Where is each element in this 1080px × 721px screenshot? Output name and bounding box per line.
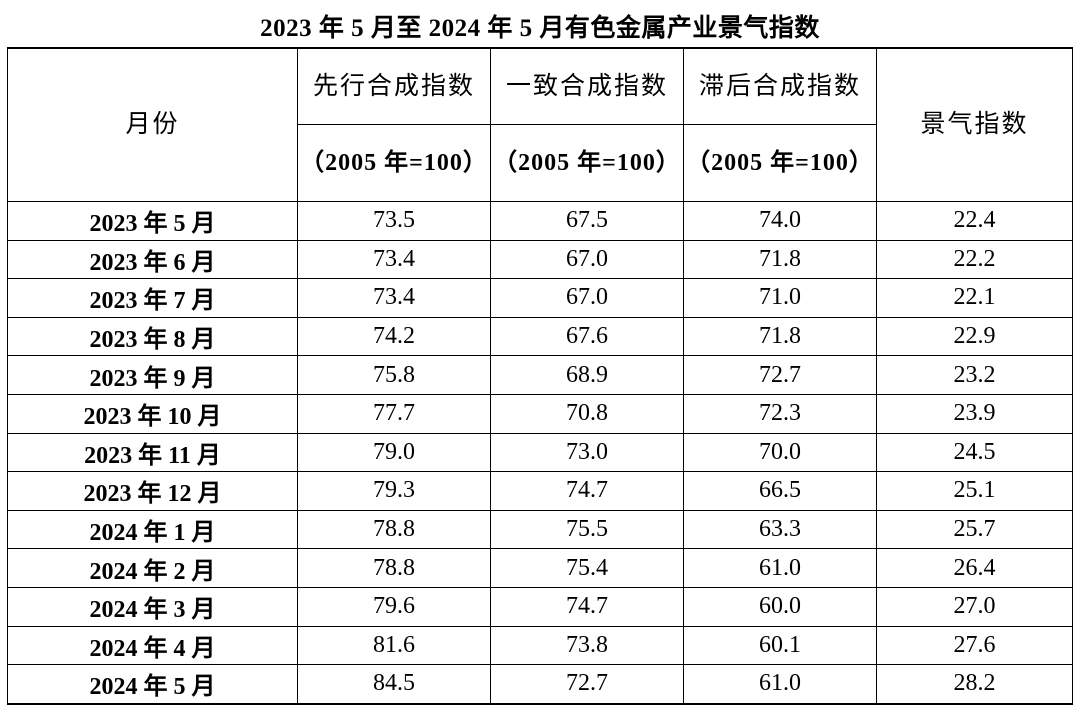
table-row: 2023 年 10 月 77.7 70.8 72.3 23.9 <box>7 393 1073 434</box>
cell-month: 2023 年 5 月 <box>7 201 298 241</box>
header-month: 月份 <box>7 47 298 202</box>
header-coincident: 一致合成指数 <box>490 47 684 125</box>
cell-lagging: 60.0 <box>683 586 877 627</box>
cell-coincident: 68.9 <box>490 355 684 395</box>
cell-coincident: 70.8 <box>490 393 684 434</box>
cell-index: 28.2 <box>876 664 1073 705</box>
cell-lagging: 71.8 <box>683 316 877 357</box>
cell-lagging: 63.3 <box>683 509 877 550</box>
header-lagging: 滞后合成指数 <box>683 47 877 125</box>
cell-index: 24.5 <box>876 432 1073 473</box>
cell-leading: 78.8 <box>297 548 491 588</box>
cell-month: 2024 年 5 月 <box>7 664 298 705</box>
cell-index: 27.6 <box>876 625 1073 666</box>
cell-lagging: 70.0 <box>683 432 877 473</box>
cell-month: 2023 年 7 月 <box>7 278 298 318</box>
cell-month: 2023 年 10 月 <box>7 393 298 434</box>
cell-index: 22.9 <box>876 316 1073 357</box>
cell-leading: 81.6 <box>297 625 491 666</box>
cell-month: 2024 年 3 月 <box>7 586 298 627</box>
cell-month: 2024 年 4 月 <box>7 625 298 666</box>
cell-coincident: 75.4 <box>490 548 684 588</box>
table-row: 2024 年 1 月 78.8 75.5 63.3 25.7 <box>7 509 1073 550</box>
cell-lagging: 74.0 <box>683 201 877 241</box>
cell-index: 25.7 <box>876 509 1073 550</box>
cell-leading: 79.0 <box>297 432 491 473</box>
cell-leading: 84.5 <box>297 664 491 705</box>
cell-leading: 77.7 <box>297 393 491 434</box>
table-row: 2024 年 2 月 78.8 75.4 61.0 26.4 <box>7 548 1073 588</box>
header-leading: 先行合成指数 <box>297 47 491 125</box>
table-row: 2024 年 4 月 81.6 73.8 60.1 27.6 <box>7 625 1073 666</box>
table-row: 2023 年 6 月 73.4 67.0 71.8 22.2 <box>7 239 1073 280</box>
cell-index: 26.4 <box>876 548 1073 588</box>
cell-month: 2023 年 8 月 <box>7 316 298 357</box>
cell-month: 2023 年 6 月 <box>7 239 298 280</box>
header-coincident-unit: （2005 年=100） <box>490 124 684 202</box>
cell-lagging: 61.0 <box>683 548 877 588</box>
cell-coincident: 74.7 <box>490 471 684 511</box>
cell-index: 27.0 <box>876 586 1073 627</box>
cell-leading: 73.4 <box>297 278 491 318</box>
table-row: 2023 年 7 月 73.4 67.0 71.0 22.1 <box>7 278 1073 318</box>
header-lagging-unit: （2005 年=100） <box>683 124 877 202</box>
cell-month: 2023 年 12 月 <box>7 471 298 511</box>
cell-leading: 79.3 <box>297 471 491 511</box>
cell-leading: 79.6 <box>297 586 491 627</box>
table-title: 2023 年 5 月至 2024 年 5 月有色金属产业景气指数 <box>260 15 820 42</box>
cell-leading: 74.2 <box>297 316 491 357</box>
cell-index: 25.1 <box>876 471 1073 511</box>
cell-month: 2024 年 1 月 <box>7 509 298 550</box>
table-row: 2023 年 9 月 75.8 68.9 72.7 23.2 <box>7 355 1073 395</box>
cell-coincident: 73.8 <box>490 625 684 666</box>
cell-coincident: 67.6 <box>490 316 684 357</box>
cell-index: 22.2 <box>876 239 1073 280</box>
cell-coincident: 67.5 <box>490 201 684 241</box>
cell-lagging: 66.5 <box>683 471 877 511</box>
cell-coincident: 74.7 <box>490 586 684 627</box>
table-row: 2023 年 11 月 79.0 73.0 70.0 24.5 <box>7 432 1073 473</box>
header-leading-unit: （2005 年=100） <box>297 124 491 202</box>
cell-lagging: 60.1 <box>683 625 877 666</box>
cell-lagging: 71.8 <box>683 239 877 280</box>
cell-leading: 73.4 <box>297 239 491 280</box>
table-row: 2023 年 5 月 73.5 67.5 74.0 22.4 <box>7 201 1073 241</box>
cell-coincident: 72.7 <box>490 664 684 705</box>
cell-leading: 73.5 <box>297 201 491 241</box>
index-table: 月份 先行合成指数 一致合成指数 滞后合成指数 景气指数 （2005 年=100… <box>7 47 1073 705</box>
cell-lagging: 72.3 <box>683 393 877 434</box>
cell-coincident: 73.0 <box>490 432 684 473</box>
cell-index: 23.2 <box>876 355 1073 395</box>
cell-lagging: 71.0 <box>683 278 877 318</box>
table-row: 2024 年 5 月 84.5 72.7 61.0 28.2 <box>7 664 1073 705</box>
cell-lagging: 61.0 <box>683 664 877 705</box>
cell-lagging: 72.7 <box>683 355 877 395</box>
table-row: 2024 年 3 月 79.6 74.7 60.0 27.0 <box>7 586 1073 627</box>
cell-month: 2024 年 2 月 <box>7 548 298 588</box>
cell-leading: 75.8 <box>297 355 491 395</box>
cell-coincident: 67.0 <box>490 239 684 280</box>
cell-coincident: 75.5 <box>490 509 684 550</box>
header-index: 景气指数 <box>876 47 1073 202</box>
table-row: 2023 年 12 月 79.3 74.7 66.5 25.1 <box>7 471 1073 511</box>
cell-index: 22.4 <box>876 201 1073 241</box>
cell-month: 2023 年 9 月 <box>7 355 298 395</box>
cell-index: 22.1 <box>876 278 1073 318</box>
cell-month: 2023 年 11 月 <box>7 432 298 473</box>
cell-leading: 78.8 <box>297 509 491 550</box>
table-row: 2023 年 8 月 74.2 67.6 71.8 22.9 <box>7 316 1073 357</box>
cell-index: 23.9 <box>876 393 1073 434</box>
cell-coincident: 67.0 <box>490 278 684 318</box>
